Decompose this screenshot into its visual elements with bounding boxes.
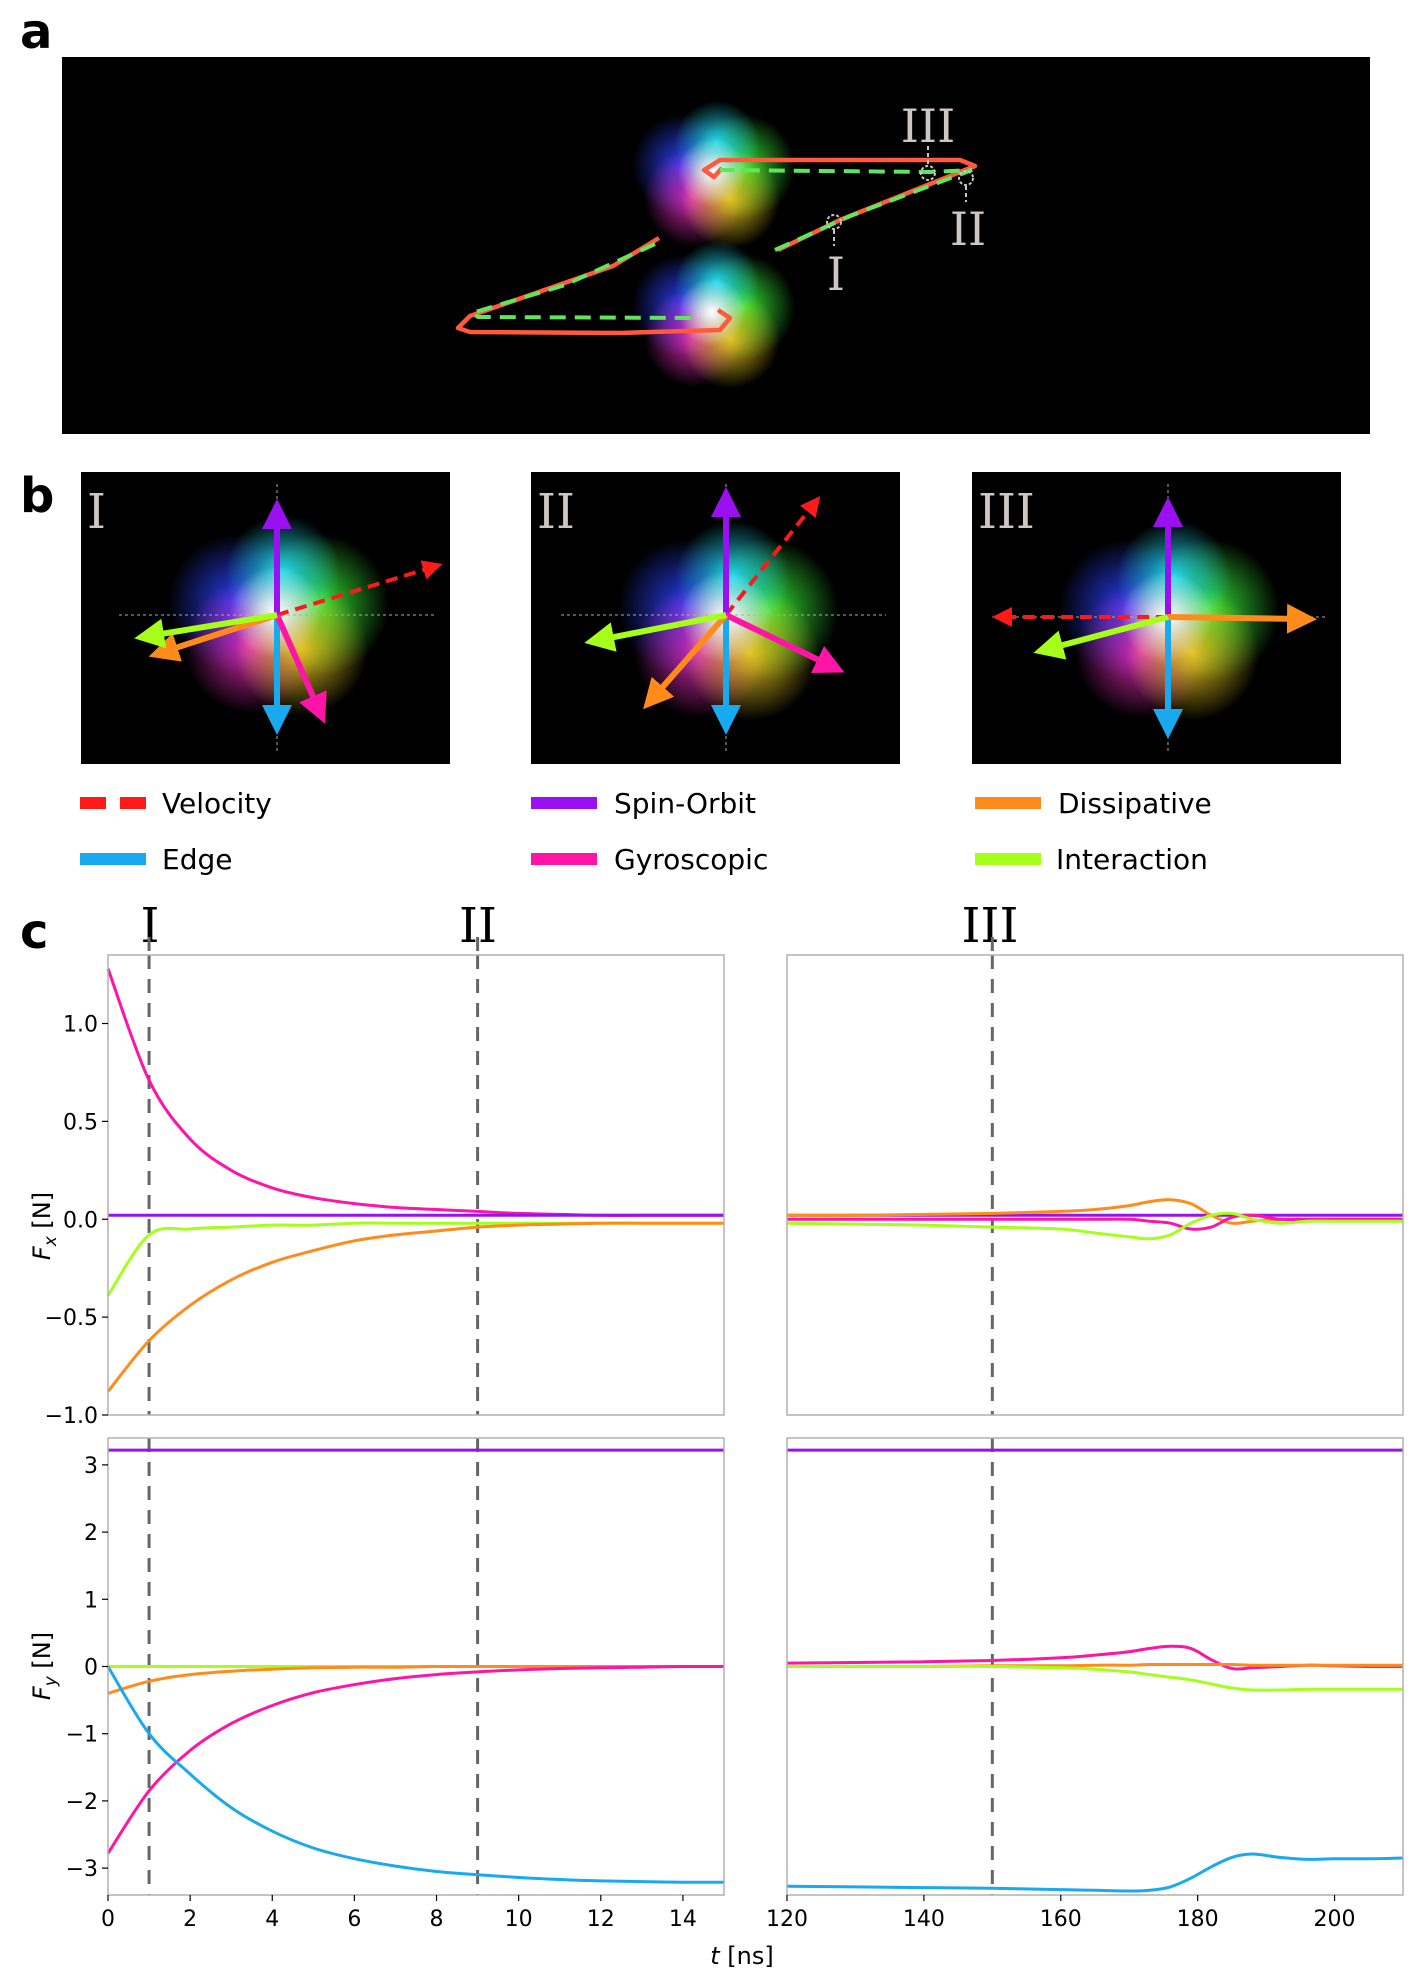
y-tick-label: 1.0 (63, 1013, 98, 1038)
arrow-interaction (584, 612, 727, 652)
inset-II: II (531, 472, 900, 764)
svg-text:Fx [N]: Fx [N] (28, 1192, 61, 1260)
y-tick-label: 2 (84, 1521, 98, 1546)
legend: Velocity Spin-Orbit Dissipative Edge Gyr… (80, 787, 1212, 876)
y-tick-label: 0.0 (63, 1208, 98, 1233)
arrow-gyroscopic (274, 613, 327, 724)
plot-frame (786, 1437, 1404, 1896)
legend-item-dissipative: Dissipative (975, 787, 1212, 820)
inset-label-I: I (87, 484, 106, 540)
marker-top-label-III: III (962, 898, 1019, 954)
svg-text:Dissipative: Dissipative (1058, 787, 1212, 820)
series-interaction (787, 1664, 1403, 1692)
svg-text:Fy [N]: Fy [N] (28, 1632, 61, 1700)
arrow-dissipative (148, 612, 278, 662)
arrow-gyroscopic (724, 612, 845, 673)
marker-top-label-I: I (141, 898, 160, 954)
x-tick-label: 120 (766, 1907, 808, 1932)
svg-text:Edge: Edge (162, 843, 232, 876)
plot-frame (786, 954, 1404, 1416)
x-tick-label: 0 (101, 1907, 115, 1932)
y-axis-label-fy: Fy [N] (28, 1632, 61, 1700)
panel-a-image: III II I (62, 57, 1370, 434)
arrow-interaction (134, 612, 278, 649)
marker-II: II (950, 170, 986, 256)
marker-label-II: II (950, 202, 986, 256)
series-edge (786, 1852, 1404, 1893)
arrow-velocity (724, 496, 821, 617)
y-tick-label: −1 (66, 1723, 98, 1748)
series-interaction (786, 1211, 1403, 1241)
marker-label-III: III (901, 99, 956, 153)
subplot-fx-early: −1.0 −0.5 0.0 0.5 1.0 (45, 937, 725, 1429)
x-tick-label: 6 (347, 1907, 361, 1932)
marker-I: I (826, 214, 845, 301)
svg-text:Velocity: Velocity (162, 787, 272, 820)
trajectory-simulated (455, 157, 978, 336)
x-tick-label: 14 (669, 1907, 697, 1932)
legend-item-velocity: Velocity (80, 787, 272, 820)
x-tick-label: 8 (430, 1907, 444, 1932)
subplot-fx-late (786, 937, 1404, 1416)
svg-text:Spin-Orbit: Spin-Orbit (614, 787, 756, 820)
y-tick-label: −3 (66, 1857, 98, 1882)
arrow-interaction (1033, 614, 1169, 660)
series-gyroscopic (786, 1213, 1403, 1231)
y-tick-label: −0.5 (45, 1306, 98, 1331)
marker-III: III (901, 99, 956, 181)
y-axis-label-fx: Fx [N] (28, 1192, 61, 1260)
series-edge (106, 1665, 725, 1884)
x-tick-label: 10 (505, 1907, 533, 1932)
trajectory-model (467, 168, 973, 320)
svg-text:Interaction: Interaction (1056, 843, 1208, 876)
y-tick-label: −2 (66, 1790, 98, 1815)
y-tick-label: 1 (84, 1588, 98, 1613)
panel-label-b: b (20, 468, 54, 524)
subplot-fy-late: 120 140 160 180 200 (766, 1437, 1404, 1932)
svg-text:Gyroscopic: Gyroscopic (614, 843, 768, 876)
legend-item-gyroscopic: Gyroscopic (531, 843, 768, 876)
x-tick-label: 160 (1040, 1907, 1082, 1932)
arrow-velocity (276, 560, 443, 617)
plot-area (108, 955, 724, 1415)
marker-label-I: I (827, 247, 845, 301)
x-tick-label: 200 (1314, 1907, 1356, 1932)
y-tick-label: 0.5 (63, 1110, 98, 1135)
x-tick-label: 140 (903, 1907, 945, 1932)
y-tick-label: −1.0 (45, 1404, 98, 1429)
skyrmion-blob-lower (632, 240, 796, 389)
plot-frame (107, 954, 725, 1416)
inset-I: I (81, 472, 450, 764)
inset-label-II: II (537, 484, 575, 540)
panel-label-c: c (20, 904, 48, 960)
x-axis-label: t [ns] (710, 1942, 774, 1970)
series-gyroscopic (106, 1664, 725, 1855)
inset-III: III (972, 472, 1341, 764)
panel-label-a: a (20, 4, 52, 60)
inset-label-III: III (978, 484, 1035, 540)
series-dissipative (106, 1221, 724, 1393)
plot-area (787, 955, 1403, 1415)
x-tick-label: 4 (265, 1907, 279, 1932)
legend-item-edge: Edge (80, 843, 232, 876)
x-tick-label: 180 (1177, 1907, 1219, 1932)
legend-item-interaction: Interaction (975, 843, 1208, 876)
y-tick-label: 0 (84, 1656, 98, 1681)
arrow-dissipative (643, 613, 729, 710)
y-tick-label: 3 (84, 1454, 98, 1479)
legend-item-spin-orbit: Spin-Orbit (531, 787, 756, 820)
arrow-dissipative (1167, 603, 1317, 634)
x-tick-label: 12 (587, 1907, 615, 1932)
x-tick-label: 2 (183, 1907, 197, 1932)
